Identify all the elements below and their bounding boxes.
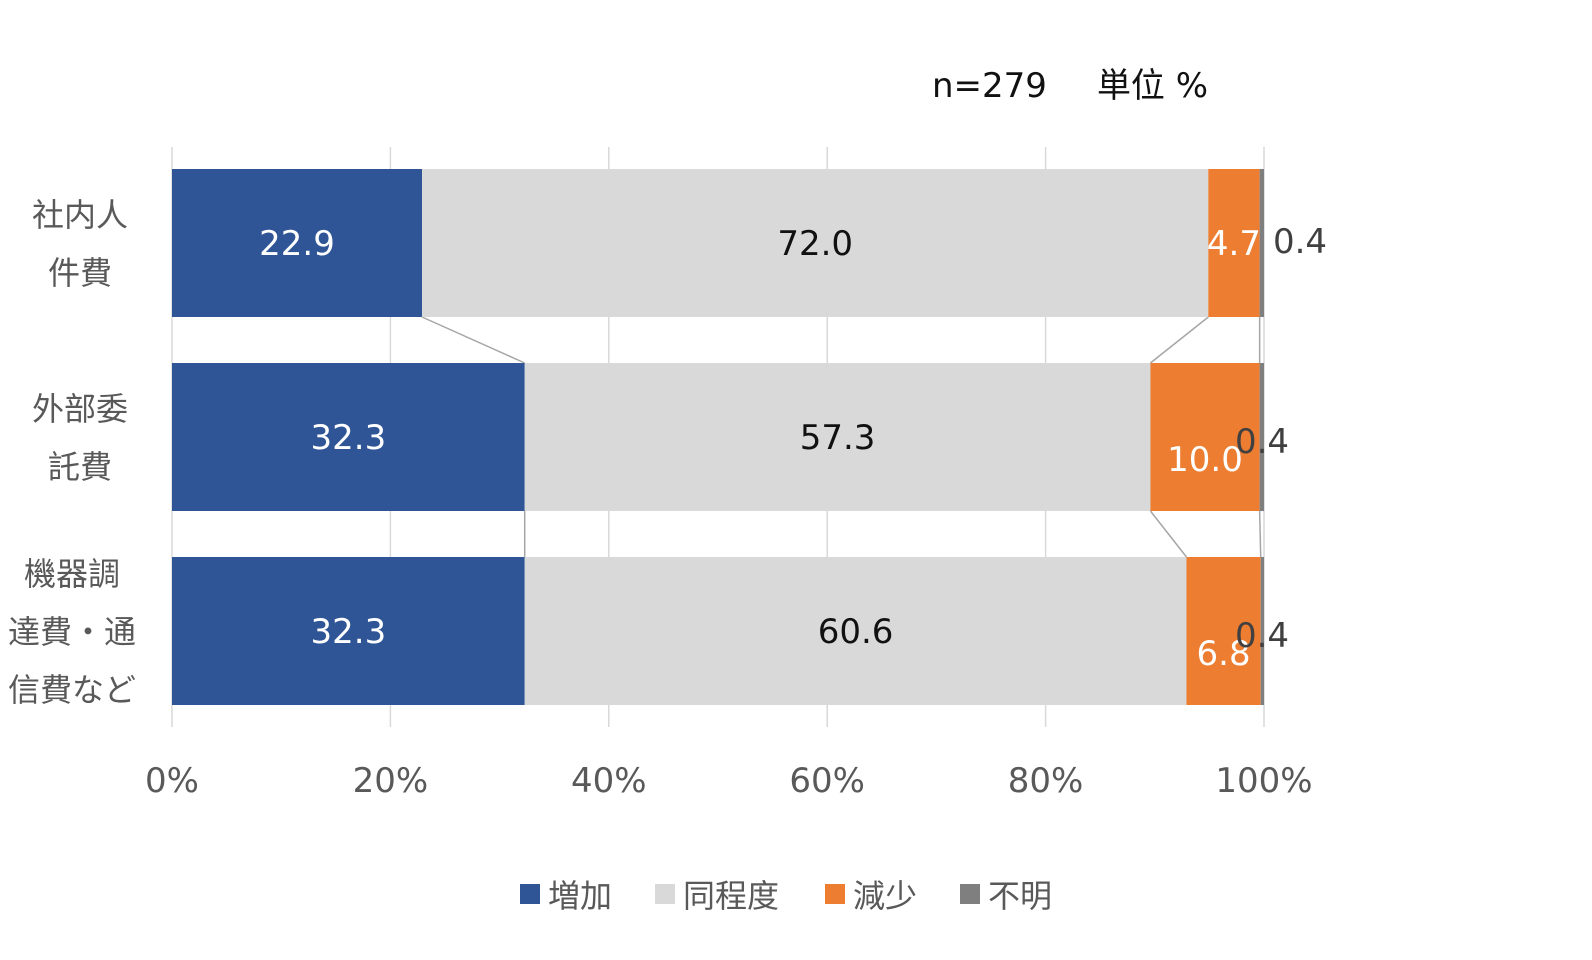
series-line — [1149, 510, 1188, 558]
bar-segment-減少 — [1208, 169, 1260, 317]
data-label: 32.3 — [311, 612, 387, 652]
sample-size: n=279 — [932, 66, 1047, 106]
legend-swatch-同程度 — [655, 884, 675, 904]
bar-segment-増加 — [172, 363, 525, 511]
category-label: 機器調 — [24, 555, 120, 593]
x-tick-label: 20% — [353, 761, 429, 801]
chart-note: n=279 単位 % — [932, 58, 1258, 107]
legend-label: 不明 — [988, 877, 1052, 915]
data-label: 0.4 — [1273, 222, 1327, 262]
category-label: 信費など — [8, 671, 136, 709]
data-label: 57.3 — [800, 418, 876, 458]
series-line — [1258, 510, 1262, 558]
data-label: 4.7 — [1207, 224, 1261, 264]
data-label: 10.0 — [1167, 440, 1243, 480]
bar-segment-増加 — [172, 557, 525, 705]
category-label: 社内人 — [32, 196, 128, 234]
bar-segment-同程度 — [524, 363, 1151, 511]
bar-segment-不明 — [1260, 557, 1264, 705]
data-label: 60.6 — [818, 612, 894, 652]
data-label: 22.9 — [259, 224, 335, 264]
bar-segment-同程度 — [524, 557, 1187, 705]
category-label: 件費 — [48, 254, 112, 292]
bar-segment-減少 — [1186, 557, 1261, 705]
legend-swatch-減少 — [825, 884, 845, 904]
category-label: 達費・通 — [8, 613, 136, 651]
legend-label: 減少 — [853, 877, 917, 915]
x-tick-label: 0% — [145, 761, 199, 801]
data-label: 6.8 — [1197, 634, 1251, 674]
legend-label: 増加 — [548, 877, 612, 915]
data-label: 32.3 — [311, 418, 387, 458]
legend-swatch-不明 — [960, 884, 980, 904]
x-tick-label: 80% — [1008, 761, 1084, 801]
unit-label: 単位 % — [1096, 66, 1209, 106]
bar-segment-増加 — [172, 169, 423, 317]
data-label: 0.4 — [1235, 422, 1289, 462]
series-line — [1149, 316, 1209, 364]
data-label: 0.4 — [1235, 616, 1289, 656]
legend-swatch-増加 — [520, 884, 540, 904]
bar-segment-同程度 — [422, 169, 1209, 317]
bar-segment-不明 — [1259, 363, 1264, 511]
data-label: 72.0 — [777, 224, 853, 264]
category-label: 託費 — [48, 448, 112, 486]
x-tick-label: 100% — [1215, 761, 1312, 801]
bar-segment-不明 — [1259, 169, 1264, 317]
category-label: 外部委 — [32, 390, 128, 428]
x-tick-label: 60% — [789, 761, 865, 801]
bar-segment-減少 — [1150, 363, 1260, 511]
x-tick-label: 40% — [571, 761, 647, 801]
legend-label: 同程度 — [683, 877, 779, 915]
series-line — [421, 316, 526, 364]
